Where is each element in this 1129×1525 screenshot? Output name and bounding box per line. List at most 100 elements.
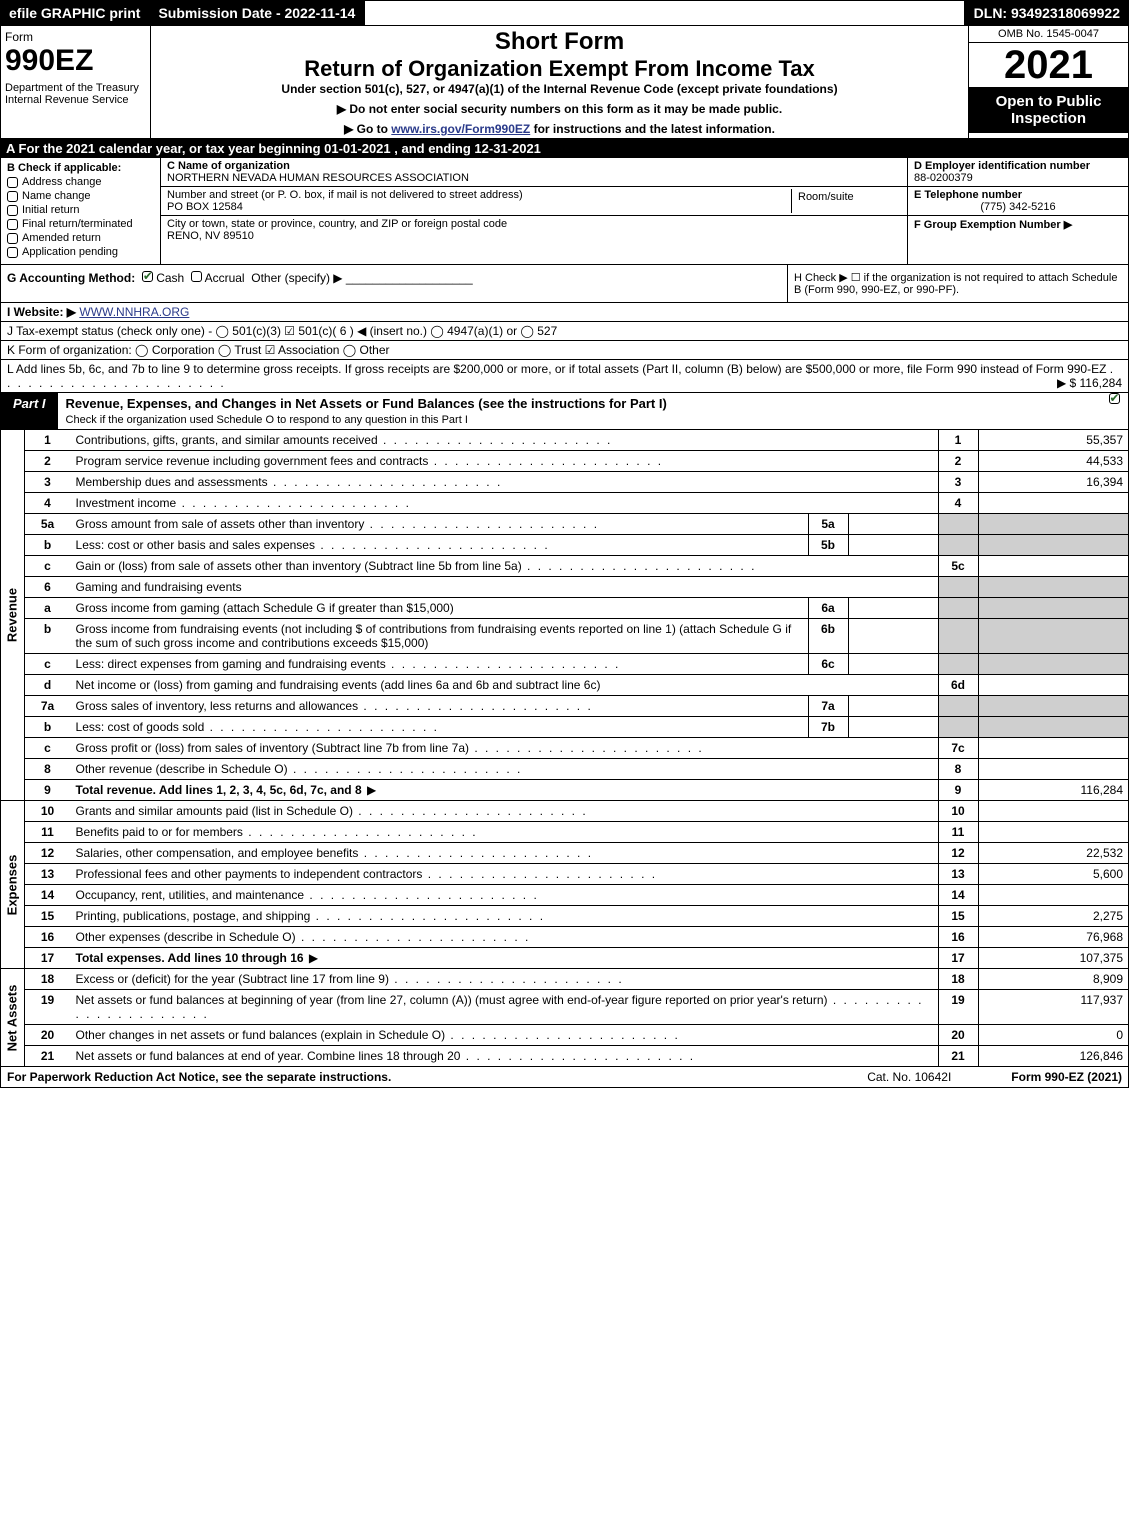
short-form-title: Short Form (157, 28, 962, 56)
line-7c: cGross profit or (loss) from sales of in… (25, 738, 1128, 759)
row-j-tax-status: J Tax-exempt status (check only one) - ◯… (0, 322, 1129, 341)
department-label: Department of the Treasury Internal Reve… (5, 82, 146, 106)
line-19: 19Net assets or fund balances at beginni… (25, 990, 1128, 1025)
top-bar: efile GRAPHIC print Submission Date - 20… (0, 0, 1129, 26)
revenue-vlabel-text: Revenue (5, 588, 20, 642)
line-11: 11Benefits paid to or for members11 (25, 822, 1128, 843)
chk-application-pending[interactable]: Application pending (7, 246, 154, 258)
row-a-calendar: A For the 2021 calendar year, or tax yea… (0, 139, 1129, 158)
efile-label: efile GRAPHIC print (1, 1, 150, 25)
part1-title: Revenue, Expenses, and Changes in Net As… (58, 393, 1100, 429)
line-6b: bGross income from fundraising events (n… (25, 619, 1128, 654)
part1-check (1100, 393, 1128, 429)
checkbox-icon (1109, 393, 1120, 404)
line-21: 21Net assets or fund balances at end of … (25, 1046, 1128, 1067)
website-link[interactable]: WWW.NNHRA.ORG (79, 305, 189, 319)
part1-title-text: Revenue, Expenses, and Changes in Net As… (66, 396, 667, 411)
irs-link[interactable]: www.irs.gov/Form990EZ (391, 122, 530, 136)
netassets-section: Net Assets 18Excess or (deficit) for the… (0, 969, 1129, 1067)
line-3: 3Membership dues and assessments316,394 (25, 472, 1128, 493)
phone-label: E Telephone number (914, 189, 1122, 201)
line-1: 1Contributions, gifts, grants, and simil… (25, 430, 1128, 451)
line-7a: 7aGross sales of inventory, less returns… (25, 696, 1128, 717)
revenue-section: Revenue 1Contributions, gifts, grants, a… (0, 430, 1129, 801)
g-accrual: Accrual (205, 271, 245, 285)
website-prefix: I Website: ▶ (7, 305, 76, 319)
checkbox-icon (7, 233, 18, 244)
chk-final-return[interactable]: Final return/terminated (7, 218, 154, 230)
tax-year: 2021 (969, 43, 1128, 87)
revenue-vlabel: Revenue (1, 430, 25, 800)
expenses-vlabel-text: Expenses (5, 854, 20, 915)
form-word: Form (5, 30, 146, 44)
line-6c: cLess: direct expenses from gaming and f… (25, 654, 1128, 675)
netassets-table: 18Excess or (deficit) for the year (Subt… (25, 969, 1128, 1066)
line-6a: aGross income from gaming (attach Schedu… (25, 598, 1128, 619)
goto-pre: ▶ Go to (344, 122, 391, 136)
expenses-table: 10Grants and similar amounts paid (list … (25, 801, 1128, 968)
chk-label: Address change (22, 176, 102, 188)
line-2: 2Program service revenue including gover… (25, 451, 1128, 472)
accounting-method: G Accounting Method: Cash Accrual Other … (1, 265, 788, 302)
row-i-website: I Website: ▶ WWW.NNHRA.ORG (0, 303, 1129, 322)
part1-subtitle: Check if the organization used Schedule … (66, 414, 468, 426)
footer-right: Form 990-EZ (2021) (1011, 1070, 1122, 1084)
line-12: 12Salaries, other compensation, and empl… (25, 843, 1128, 864)
line-16: 16Other expenses (describe in Schedule O… (25, 927, 1128, 948)
checkbox-icon (7, 219, 18, 230)
open-public: Open to Public Inspection (969, 87, 1128, 133)
header-right: OMB No. 1545-0047 2021 Open to Public In… (968, 26, 1128, 138)
line-17: 17Total expenses. Add lines 10 through 1… (25, 948, 1128, 969)
chk-initial-return[interactable]: Initial return (7, 204, 154, 216)
line-6: 6Gaming and fundraising events (25, 577, 1128, 598)
row-l-gross-receipts: L Add lines 5b, 6c, and 7b to line 9 to … (0, 360, 1129, 393)
checkbox-icon (7, 247, 18, 258)
checkbox-icon (191, 271, 202, 282)
ssn-notice: ▶ Do not enter social security numbers o… (157, 102, 962, 116)
line-10: 10Grants and similar amounts paid (list … (25, 801, 1128, 822)
phone-value: (775) 342-5216 (914, 201, 1122, 213)
chk-label: Amended return (22, 232, 101, 244)
form-header: Form 990EZ Department of the Treasury In… (0, 26, 1129, 139)
section-b: B Check if applicable: Address change Na… (1, 158, 161, 264)
chk-address-change[interactable]: Address change (7, 176, 154, 188)
chk-label: Initial return (22, 204, 79, 216)
dln-label: DLN: 93492318069922 (964, 1, 1128, 25)
page-footer: For Paperwork Reduction Act Notice, see … (0, 1067, 1129, 1088)
chk-label: Name change (22, 190, 91, 202)
section-def: D Employer identification number 88-0200… (908, 158, 1128, 264)
row-h-schedule-b: H Check ▶ ☐ if the organization is not r… (788, 265, 1128, 302)
row-l-text: L Add lines 5b, 6c, and 7b to line 9 to … (7, 362, 1106, 376)
chk-name-change[interactable]: Name change (7, 190, 154, 202)
header-center: Short Form Return of Organization Exempt… (151, 26, 968, 138)
submission-date: Submission Date - 2022-11-14 (150, 1, 365, 25)
expenses-vlabel: Expenses (1, 801, 25, 968)
group-exemption-label: F Group Exemption Number ▶ (914, 218, 1122, 231)
section-c: C Name of organization NORTHERN NEVADA H… (161, 158, 908, 264)
chk-amended-return[interactable]: Amended return (7, 232, 154, 244)
netassets-vlabel-text: Net Assets (5, 984, 20, 1051)
org-name: NORTHERN NEVADA HUMAN RESOURCES ASSOCIAT… (167, 172, 901, 184)
part1-tab: Part I (1, 393, 58, 429)
header-left: Form 990EZ Department of the Treasury In… (1, 26, 151, 138)
room-suite-label: Room/suite (791, 189, 901, 213)
checkbox-icon (7, 205, 18, 216)
line-14: 14Occupancy, rent, utilities, and mainte… (25, 885, 1128, 906)
expenses-section: Expenses 10Grants and similar amounts pa… (0, 801, 1129, 969)
ein-label: D Employer identification number (914, 160, 1122, 172)
line-13: 13Professional fees and other payments t… (25, 864, 1128, 885)
line-17-desc: Total expenses. Add lines 10 through 16 (76, 951, 304, 965)
goto-notice: ▶ Go to www.irs.gov/Form990EZ for instru… (157, 122, 962, 136)
city-value: RENO, NV 89510 (167, 230, 901, 242)
city-label: City or town, state or province, country… (167, 218, 901, 230)
street-value: PO BOX 12584 (167, 201, 787, 213)
chk-label: Final return/terminated (22, 218, 133, 230)
revenue-table: 1Contributions, gifts, grants, and simil… (25, 430, 1128, 800)
footer-cat: Cat. No. 10642I (867, 1070, 951, 1084)
line-4: 4Investment income4 (25, 493, 1128, 514)
checkbox-icon (7, 177, 18, 188)
chk-label: Application pending (22, 246, 118, 258)
street-label: Number and street (or P. O. box, if mail… (167, 189, 787, 201)
row-l-amount: ▶ $ 116,284 (1057, 376, 1122, 390)
ein-value: 88-0200379 (914, 172, 1122, 184)
